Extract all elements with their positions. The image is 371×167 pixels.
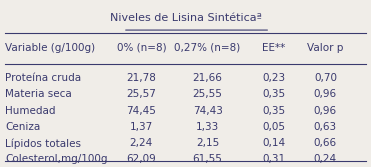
Text: 0,35: 0,35 <box>262 89 285 99</box>
Text: 0,14: 0,14 <box>262 138 285 148</box>
Text: 0,23: 0,23 <box>262 73 285 83</box>
Text: 74,45: 74,45 <box>127 106 156 116</box>
Text: Niveles de Lisina Sintéticaª: Niveles de Lisina Sintéticaª <box>109 13 262 23</box>
Text: 74,43: 74,43 <box>193 106 223 116</box>
Text: 25,57: 25,57 <box>127 89 156 99</box>
Text: Humedad: Humedad <box>5 106 56 116</box>
Text: 62,09: 62,09 <box>127 154 156 164</box>
Text: Proteína cruda: Proteína cruda <box>5 73 81 83</box>
Text: 0,27% (n=8): 0,27% (n=8) <box>174 43 241 53</box>
Text: EE**: EE** <box>262 43 286 53</box>
Text: 21,78: 21,78 <box>127 73 156 83</box>
Text: Materia seca: Materia seca <box>5 89 72 99</box>
Text: 2,15: 2,15 <box>196 138 219 148</box>
Text: 0,24: 0,24 <box>314 154 337 164</box>
Text: 0,31: 0,31 <box>262 154 285 164</box>
Text: Valor p: Valor p <box>307 43 344 53</box>
Text: 1,37: 1,37 <box>130 122 153 132</box>
Text: 61,55: 61,55 <box>193 154 223 164</box>
Text: 0,70: 0,70 <box>314 73 337 83</box>
Text: 1,33: 1,33 <box>196 122 219 132</box>
Text: 2,24: 2,24 <box>130 138 153 148</box>
Text: 0,96: 0,96 <box>314 106 337 116</box>
Text: 0,63: 0,63 <box>314 122 337 132</box>
Text: 0,35: 0,35 <box>262 106 285 116</box>
Text: 0,66: 0,66 <box>314 138 337 148</box>
Text: 0% (n=8): 0% (n=8) <box>116 43 166 53</box>
Text: Variable (g/100g): Variable (g/100g) <box>5 43 95 53</box>
Text: 21,66: 21,66 <box>193 73 223 83</box>
Text: Colesterol,mg/100g: Colesterol,mg/100g <box>5 154 108 164</box>
Text: Ceniza: Ceniza <box>5 122 40 132</box>
Text: 0,96: 0,96 <box>314 89 337 99</box>
Text: 0,05: 0,05 <box>262 122 285 132</box>
Text: Lípidos totales: Lípidos totales <box>5 138 81 149</box>
Text: 25,55: 25,55 <box>193 89 223 99</box>
